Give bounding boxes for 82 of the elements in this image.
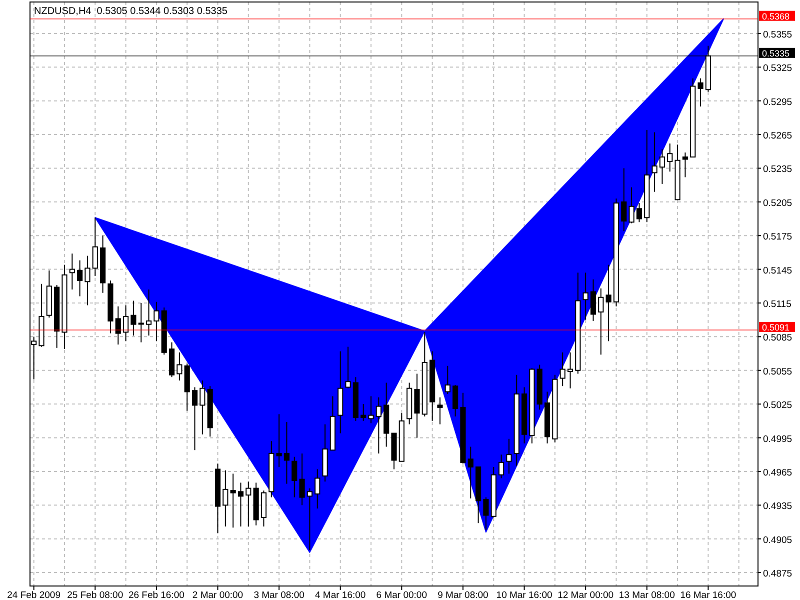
y-tick-label: 0.5145 — [763, 265, 792, 276]
candlestick — [306, 488, 313, 551]
x-tick-label: 25 Feb 08:00 — [67, 590, 124, 600]
candlestick — [606, 264, 612, 342]
candlestick — [192, 386, 198, 451]
x-tick-label: 9 Mar 08:00 — [438, 590, 488, 600]
y-tick-label: 0.5265 — [763, 130, 792, 142]
candlestick — [154, 301, 160, 342]
candlestick — [69, 253, 75, 290]
x-tick-label: 12 Mar 00:00 — [558, 590, 614, 600]
x-tick-label: 4 Mar 16:00 — [315, 590, 366, 600]
candlestick — [506, 438, 512, 474]
y-tick-label: 0.5055 — [763, 366, 792, 378]
candlestick — [130, 300, 136, 336]
candlestick — [276, 414, 282, 468]
candlestick — [598, 288, 604, 356]
x-tick-label: 16 Mar 16:00 — [680, 590, 736, 600]
candlestick — [452, 384, 458, 417]
y-tick-label: 0.5175 — [763, 232, 792, 243]
candlestick — [498, 454, 504, 479]
candlestick — [77, 260, 83, 297]
y-tick-label: 0.5115 — [763, 298, 792, 310]
x-tick-label: 6 Mar 00:00 — [376, 590, 428, 600]
candlestick — [483, 496, 489, 530]
candlestick — [314, 468, 320, 510]
chart-title: NZDUSD,H4 0.5305 0.5344 0.5303 0.5335 — [34, 6, 228, 17]
candlestick — [230, 473, 236, 528]
candlestick — [698, 78, 704, 107]
ref-line-label: 0.5368 — [762, 11, 790, 22]
candlestick — [376, 396, 382, 454]
candlestick — [437, 396, 443, 425]
candlestick — [567, 352, 574, 389]
y-tick-label: 0.5355 — [763, 29, 792, 40]
candlestick — [246, 481, 252, 527]
candlestick — [176, 352, 182, 381]
candlestick — [138, 302, 144, 343]
y-tick-label: 0.4875 — [763, 568, 792, 580]
candlestick — [122, 304, 129, 342]
y-tick-label: 0.5295 — [763, 96, 792, 108]
candlestick — [682, 152, 688, 178]
candlestick — [414, 373, 420, 438]
y-tick-label: 0.4905 — [763, 534, 792, 546]
x-tick-label: 13 Mar 08:00 — [618, 590, 675, 600]
x-tick-label: 3 Mar 08:00 — [254, 590, 304, 600]
candlestick — [200, 380, 206, 435]
candlestick — [468, 446, 474, 499]
candlestick — [628, 186, 634, 224]
candlestick — [238, 482, 244, 527]
candlestick — [590, 278, 596, 322]
candlestick — [667, 143, 673, 172]
candlestick — [292, 456, 298, 498]
candlestick — [146, 289, 152, 336]
y-tick-label: 0.5325 — [763, 63, 792, 74]
y-tick-label: 0.4965 — [763, 467, 792, 478]
y-tick-label: 0.4995 — [763, 434, 792, 445]
y-tick-label: 0.5235 — [763, 164, 792, 176]
candlestick — [360, 404, 366, 422]
x-tick-label: 2 Mar 00:00 — [192, 590, 244, 600]
candlestick — [621, 168, 627, 232]
candlestick — [92, 217, 98, 277]
candlestick — [582, 272, 588, 320]
x-tick-label: 26 Feb 16:00 — [128, 590, 184, 600]
candlestick — [652, 132, 658, 192]
x-tick-label: 24 Feb 2009 — [7, 590, 61, 600]
y-tick-label: 0.5025 — [763, 400, 792, 412]
y-tick-label: 0.5205 — [763, 198, 792, 209]
candlestick — [345, 346, 351, 389]
candlestick — [444, 365, 450, 394]
candlestick — [636, 202, 642, 223]
candlestick — [115, 306, 121, 346]
candlestick — [84, 255, 90, 306]
y-tick-label: 0.4935 — [763, 501, 792, 512]
candlestick — [222, 470, 228, 527]
y-tick-label: 0.5085 — [763, 332, 792, 344]
ref-line-label: 0.5335 — [762, 48, 790, 58]
candlestick — [284, 422, 290, 484]
candlestick — [560, 352, 566, 387]
candlestick — [659, 148, 666, 184]
candlestick — [299, 452, 305, 506]
ref-line-label: 0.5091 — [762, 322, 790, 332]
x-tick-label: 10 Mar 16:00 — [496, 590, 552, 600]
candlestick — [368, 396, 374, 424]
